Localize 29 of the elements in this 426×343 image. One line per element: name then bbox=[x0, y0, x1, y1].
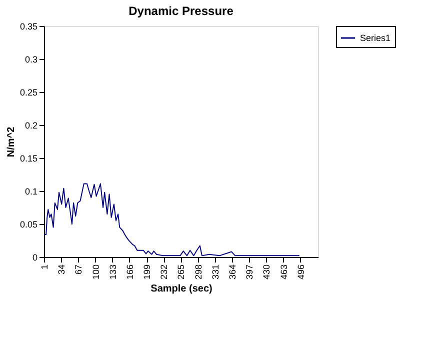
y-tick-label: 0.35 bbox=[20, 22, 38, 32]
x-tick-label: 232 bbox=[159, 264, 170, 280]
y-tick-label: 0.2 bbox=[24, 120, 38, 130]
x-tick-label: 298 bbox=[193, 264, 204, 280]
y-axis-title: N/m^2 bbox=[6, 126, 17, 158]
y-tick-label: 0.25 bbox=[20, 88, 38, 98]
chart-title: Dynamic Pressure bbox=[128, 4, 234, 18]
x-tick-label: 265 bbox=[176, 264, 186, 280]
y-tick-label: 0.05 bbox=[20, 220, 38, 230]
x-tick-label: 100 bbox=[90, 264, 101, 280]
line-series bbox=[44, 183, 300, 256]
y-tick-label: 0 bbox=[32, 252, 38, 262]
x-axis-title: Sample (sec) bbox=[150, 284, 212, 295]
x-tick-label: 1 bbox=[40, 264, 50, 270]
x-tick-label: 430 bbox=[262, 264, 272, 280]
legend-label: Series1 bbox=[360, 33, 391, 43]
x-tick-label: 364 bbox=[228, 264, 238, 280]
x-tick-label: 67 bbox=[74, 264, 84, 275]
x-tick-label: 166 bbox=[124, 264, 135, 280]
y-tick-label: 0.3 bbox=[24, 54, 38, 64]
y-tick-label: 0.1 bbox=[24, 186, 38, 196]
x-tick-label: 463 bbox=[278, 264, 289, 280]
x-tick-label: 34 bbox=[56, 264, 67, 275]
x-tick-label: 133 bbox=[108, 264, 118, 280]
x-tick-label: 397 bbox=[244, 264, 255, 280]
y-tick-label: 0.15 bbox=[20, 154, 38, 164]
x-tick-label: 331 bbox=[210, 264, 220, 280]
x-tick-label: 199 bbox=[142, 264, 152, 280]
x-tick-label: 496 bbox=[296, 264, 306, 280]
